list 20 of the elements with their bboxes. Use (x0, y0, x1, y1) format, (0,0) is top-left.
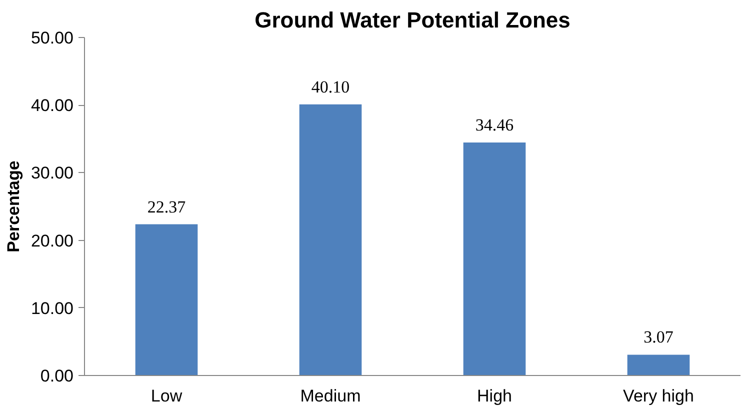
y-tick-label: 10.00 (30, 298, 74, 318)
y-axis-title: Percentage (4, 160, 23, 252)
data-label: 22.37 (147, 197, 186, 216)
bar (463, 142, 526, 376)
data-label: 3.07 (644, 328, 674, 347)
bar (627, 354, 690, 376)
y-tick-label: 0.00 (40, 366, 74, 386)
y-tick-label: 30.00 (30, 164, 74, 183)
data-label: 34.46 (475, 116, 514, 135)
y-tick-label: 40.00 (30, 96, 74, 116)
x-tick-label: Medium (300, 386, 361, 406)
y-tick-label: 20.00 (30, 231, 74, 250)
x-tick-label: High (477, 386, 512, 406)
y-tick-label: 50.00 (30, 28, 74, 48)
bar (135, 224, 198, 376)
data-label: 40.10 (311, 77, 350, 96)
chart-title: Ground Water Potential Zones (254, 8, 570, 32)
x-tick-label: Very high (623, 386, 694, 406)
bar (299, 104, 362, 376)
x-tick-label: Low (150, 386, 183, 406)
